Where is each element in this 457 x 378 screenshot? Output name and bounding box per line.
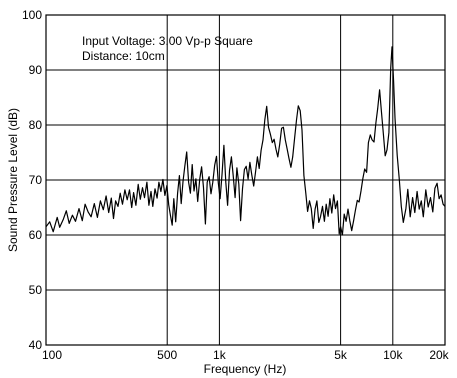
series-group bbox=[45, 46, 446, 236]
y-tick-label: 50 bbox=[29, 283, 43, 297]
y-tick-label: 60 bbox=[29, 228, 43, 242]
y-tick-label: 40 bbox=[29, 338, 43, 352]
y-axis-label: Sound Pressure Level (dB) bbox=[6, 108, 20, 252]
y-tick-labels: 40 50 60 70 80 90 100 bbox=[22, 8, 42, 352]
y-tick-label: 70 bbox=[29, 173, 43, 187]
series-line bbox=[45, 46, 446, 236]
x-tick-label: 5k bbox=[334, 348, 348, 362]
x-tick-label: 1k bbox=[213, 348, 227, 362]
x-tick-label: 100 bbox=[42, 348, 62, 362]
y-tick-label: 100 bbox=[22, 8, 42, 22]
x-axis-label: Frequency (Hz) bbox=[204, 362, 287, 376]
annotation-distance: Distance: 10cm bbox=[82, 49, 165, 63]
y-tick-label: 80 bbox=[29, 118, 43, 132]
x-tick-label: 20k bbox=[429, 348, 449, 362]
x-tick-label: 10k bbox=[383, 348, 403, 362]
annotation-input-voltage: Input Voltage: 3.00 Vp-p Square bbox=[82, 34, 253, 48]
x-tick-labels: 100 500 1k 5k 10k 20k bbox=[42, 348, 450, 362]
x-tick-label: 500 bbox=[157, 348, 177, 362]
plot-frame bbox=[45, 14, 446, 346]
y-tick-label: 90 bbox=[29, 63, 43, 77]
